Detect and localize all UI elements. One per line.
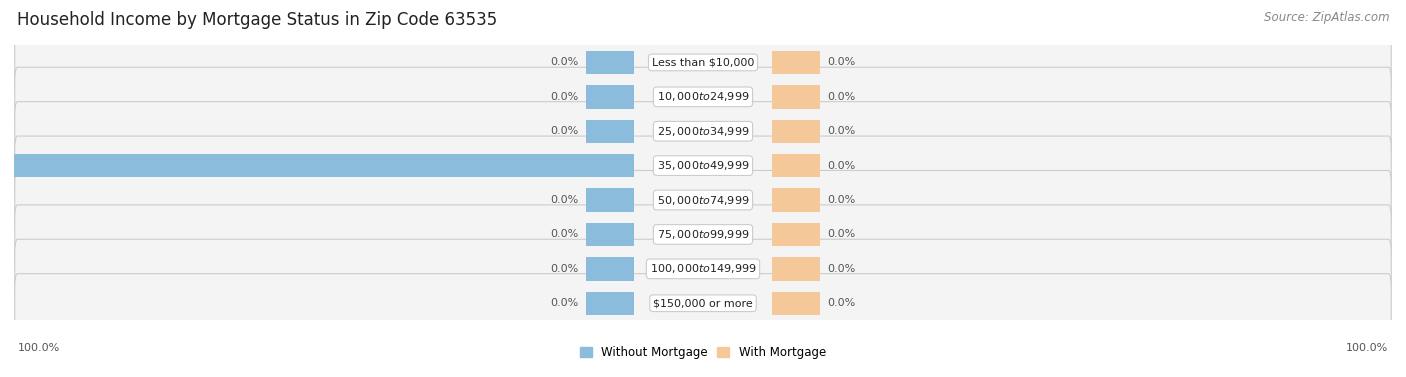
Bar	[586, 51, 634, 74]
Bar	[586, 291, 634, 315]
Bar	[586, 85, 634, 109]
Text: Less than $10,000: Less than $10,000	[652, 57, 754, 67]
FancyBboxPatch shape	[14, 102, 1392, 161]
FancyBboxPatch shape	[14, 136, 1392, 195]
Text: 0.0%: 0.0%	[551, 230, 579, 239]
Text: $150,000 or more: $150,000 or more	[654, 298, 752, 308]
Bar	[772, 257, 820, 280]
Text: 0.0%: 0.0%	[551, 126, 579, 136]
Text: 100.0%: 100.0%	[17, 343, 59, 353]
Text: 0.0%: 0.0%	[551, 264, 579, 274]
Text: 0.0%: 0.0%	[827, 298, 855, 308]
Bar	[772, 85, 820, 109]
Text: $10,000 to $24,999: $10,000 to $24,999	[657, 90, 749, 103]
FancyBboxPatch shape	[14, 67, 1392, 126]
FancyBboxPatch shape	[14, 33, 1392, 92]
Text: 0.0%: 0.0%	[551, 57, 579, 67]
FancyBboxPatch shape	[14, 205, 1392, 264]
Text: $100,000 to $149,999: $100,000 to $149,999	[650, 262, 756, 275]
Text: 0.0%: 0.0%	[827, 92, 855, 102]
Bar	[772, 120, 820, 143]
FancyBboxPatch shape	[14, 170, 1392, 230]
Text: $35,000 to $49,999: $35,000 to $49,999	[657, 159, 749, 172]
Text: 0.0%: 0.0%	[551, 298, 579, 308]
Bar	[0, 154, 634, 177]
FancyBboxPatch shape	[14, 239, 1392, 299]
Text: 0.0%: 0.0%	[551, 92, 579, 102]
Bar	[772, 188, 820, 212]
Text: 0.0%: 0.0%	[551, 195, 579, 205]
FancyBboxPatch shape	[14, 274, 1392, 333]
Bar	[772, 223, 820, 246]
Text: 0.0%: 0.0%	[827, 126, 855, 136]
Text: 100.0%: 100.0%	[1347, 343, 1389, 353]
Text: 0.0%: 0.0%	[827, 161, 855, 171]
Text: $25,000 to $34,999: $25,000 to $34,999	[657, 125, 749, 138]
Bar	[586, 188, 634, 212]
Text: Source: ZipAtlas.com: Source: ZipAtlas.com	[1264, 11, 1389, 24]
Text: 0.0%: 0.0%	[827, 195, 855, 205]
Text: $75,000 to $99,999: $75,000 to $99,999	[657, 228, 749, 241]
Legend: Without Mortgage, With Mortgage: Without Mortgage, With Mortgage	[575, 342, 831, 364]
Bar	[586, 120, 634, 143]
Bar	[772, 154, 820, 177]
Bar	[586, 257, 634, 280]
Text: 0.0%: 0.0%	[827, 57, 855, 67]
Bar	[772, 51, 820, 74]
Bar	[586, 223, 634, 246]
Text: $50,000 to $74,999: $50,000 to $74,999	[657, 193, 749, 207]
Bar	[772, 291, 820, 315]
Text: Household Income by Mortgage Status in Zip Code 63535: Household Income by Mortgage Status in Z…	[17, 11, 498, 29]
Text: 0.0%: 0.0%	[827, 264, 855, 274]
Text: 0.0%: 0.0%	[827, 230, 855, 239]
